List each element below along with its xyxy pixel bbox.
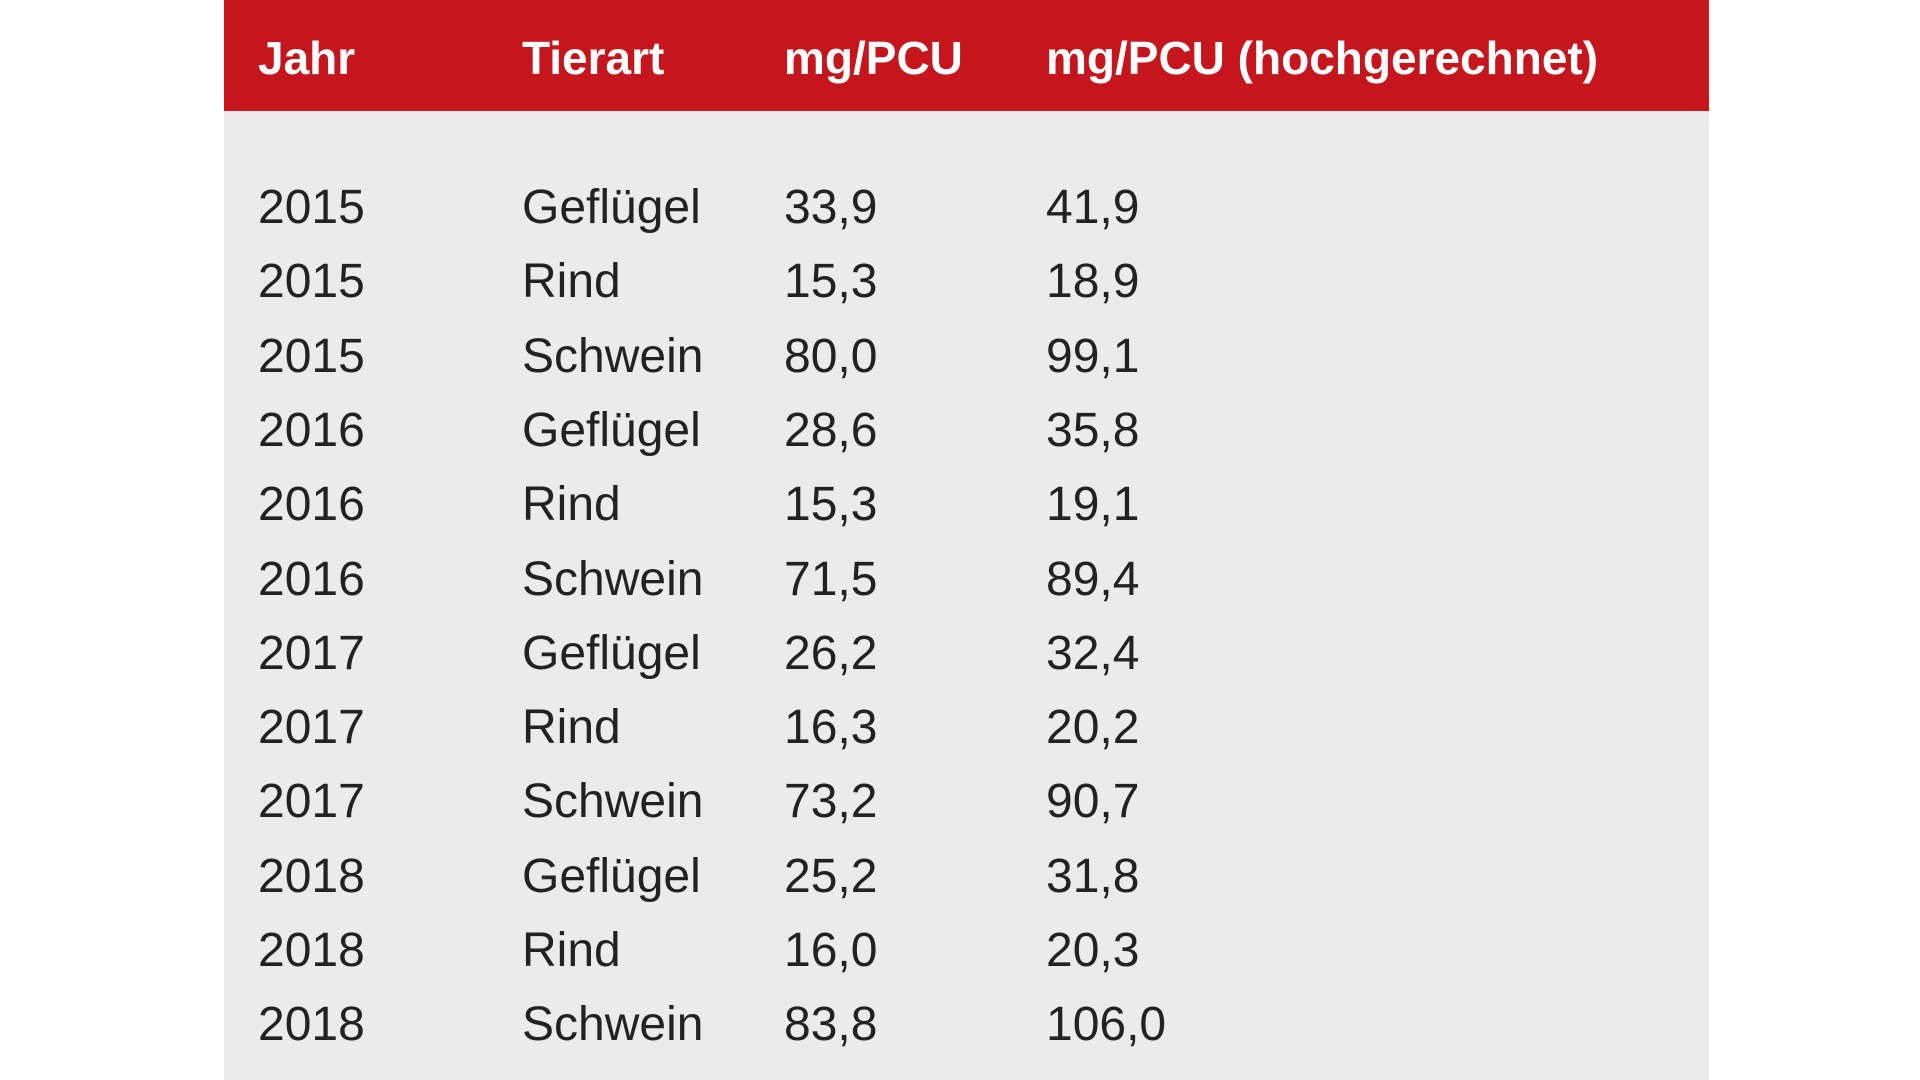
table-cell: 106,0 (1046, 998, 1167, 1052)
table-cell: 2017 (258, 775, 365, 829)
table-cell: 15,3 (784, 478, 878, 532)
table-cell: Geflügel (522, 403, 701, 457)
table-cell: 2015 (258, 181, 365, 234)
table-cell: Geflügel (522, 849, 701, 903)
table-cell: 2018 (258, 849, 365, 903)
table-cell: 20,2 (1046, 701, 1140, 755)
table-cell: 25,2 (784, 849, 878, 903)
table-cell: 71,5 (784, 552, 878, 606)
table-cell: 2015 (258, 329, 365, 383)
table-cell: 31,8 (1046, 849, 1140, 903)
header-cell: Jahr (258, 32, 356, 84)
table-cell: Rind (522, 701, 621, 755)
table-header: Jahr Tierart mg/PCU mg/PCU (hochgerechnet) (224, 0, 1709, 111)
table-cell: 2016 (258, 403, 365, 457)
header-cell: mg/PCU (hochgerechnet) (1046, 32, 1599, 84)
table-cell: 2017 (258, 626, 365, 680)
table-cell: 41,9 (1046, 181, 1140, 234)
table-cell: Rind (522, 255, 621, 309)
table-cell: Schwein (522, 329, 704, 383)
table-cell: 18,9 (1046, 255, 1140, 309)
table-cell: 73,2 (784, 775, 878, 829)
header-cell: mg/PCU (784, 32, 963, 84)
table-cell: 15,3 (784, 255, 878, 309)
table-cell: 16,0 (784, 924, 878, 977)
table-cell: 16,3 (784, 701, 878, 755)
table-cell: 28,6 (784, 403, 878, 457)
table-cell: Geflügel (522, 181, 701, 234)
table-cell: 2015 (258, 255, 365, 309)
table-cell: 33,9 (784, 181, 878, 234)
table-cell: 32,4 (1046, 626, 1140, 680)
header-cell: Tierart (522, 32, 665, 84)
table-cell: 2018 (258, 998, 365, 1052)
table-cell: 20,3 (1046, 924, 1140, 977)
table-cell: Schwein (522, 998, 704, 1052)
table-cell: 2016 (258, 478, 365, 532)
table-cell: Rind (522, 924, 621, 977)
table-cell: 2016 (258, 552, 365, 606)
table-cell: Schwein (522, 775, 704, 829)
table-cell: 89,4 (1046, 552, 1140, 606)
table-cell: 80,0 (784, 329, 878, 383)
table-cell: 83,8 (784, 998, 878, 1052)
table-cell: Rind (522, 478, 621, 532)
table-cell: 99,1 (1046, 329, 1140, 383)
table-cell: 35,8 (1046, 403, 1140, 457)
table-cell: 26,2 (784, 626, 878, 680)
table: Jahr Tierart mg/PCU mg/PCU (hochgerechnet) … (224, 0, 1709, 1080)
table-cell: 2017 (258, 701, 365, 755)
table-cell: 19,1 (1046, 478, 1140, 532)
table-cell: Geflügel (522, 626, 701, 680)
table-cell: 90,7 (1046, 775, 1140, 829)
table-cell: Schwein (522, 552, 704, 606)
table-cell: 2018 (258, 924, 365, 977)
